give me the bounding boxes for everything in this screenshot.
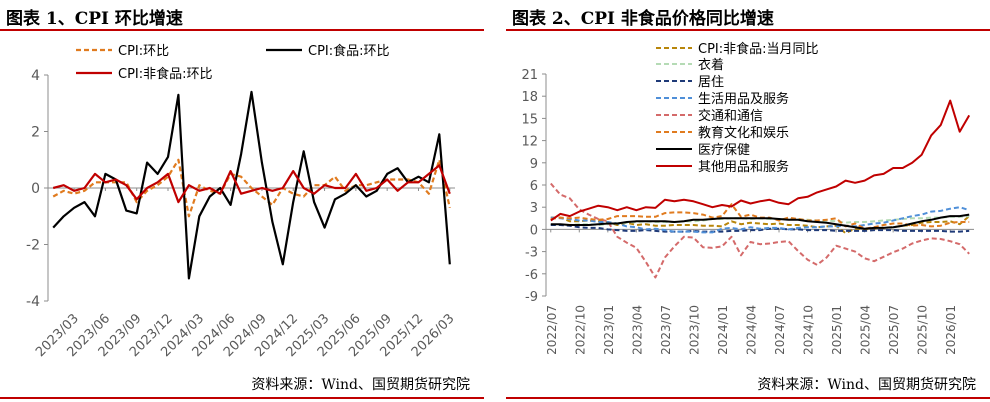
title-rule (506, 29, 990, 31)
legend-label: 生活用品及服务 (698, 91, 789, 107)
x-tick-label: 2025/04 (859, 305, 873, 355)
chart-title: 图表 2、CPI 非食品价格同比增速 (512, 9, 774, 29)
legend-label: CPI:非食品:环比 (118, 66, 213, 82)
legend-label: 医疗保健 (698, 143, 750, 158)
legend-label: CPI:食品:环比 (308, 43, 390, 59)
y-tick-label: -6 (525, 268, 538, 283)
x-tick-label: 2026/01 (944, 305, 958, 355)
x-tick-label: 2024/04 (744, 305, 758, 355)
y-tick-label: 6 (530, 179, 538, 194)
chart-cpi-mom: -4-20242023/032023/062023/092023/122024/… (26, 43, 458, 360)
y-tick-label: 0 (530, 223, 538, 238)
chart-title: 图表 1、CPI 环比增速 (6, 9, 183, 29)
x-tick-label: 2024/07 (773, 305, 787, 355)
legend-label: 居住 (698, 75, 724, 90)
y-tick-label: -9 (525, 290, 538, 305)
chart-nonfood-yoy: -9 -6 -3 0 3 6 9 12 15 18 21 2022/07 2022/10 2023/01 2… (521, 41, 974, 355)
y-tick-label: 9 (530, 157, 538, 172)
chart-panel-nonfood-yoy: 图表 2、CPI 非食品价格同比增速 -9 -6 -3 0 3 6 9 12 15 18 21 202… (506, 0, 990, 402)
legend-label: CPI:非食品:当月同比 (698, 41, 819, 57)
y-tick-label: 3 (530, 201, 538, 216)
legend-label: 教育文化和娱乐 (698, 125, 789, 141)
bottom-rule (506, 397, 990, 399)
legend-label: CPI:环比 (118, 44, 169, 59)
chart-panel-cpi-mom: 图表 1、CPI 环比增速 -4 -2 0 2 4 2023/03 2023/06 2023/… (0, 0, 484, 402)
x-tick-label: 2024/01 (716, 305, 730, 355)
series-line (550, 206, 970, 234)
source-note: 资料来源：Wind、国贸期货研究院 (251, 377, 470, 393)
bottom-rule (0, 397, 484, 399)
series-line (550, 182, 970, 279)
series-line (52, 164, 451, 204)
series-line (52, 90, 451, 280)
x-tick-label: 2023/10 (687, 305, 701, 355)
y-tick-label: 0 (31, 181, 40, 197)
title-rule (0, 29, 484, 31)
y-tick-label: 18 (521, 90, 538, 105)
legend-label: 交通和通信 (698, 108, 763, 124)
series-line (550, 224, 970, 233)
x-tick-label: 2025/10 (916, 305, 930, 355)
x-tick-label: 2023/04 (630, 305, 644, 355)
y-tick-label: 21 (521, 68, 538, 83)
x-tick-label: 2024/10 (802, 305, 816, 355)
y-tick-label: -3 (525, 246, 538, 261)
legend-label: 衣着 (698, 57, 724, 73)
x-tick-label: 2025/07 (887, 305, 901, 355)
y-tick-label: 4 (31, 68, 40, 84)
series-line (550, 213, 970, 230)
x-tick-label: 2022/07 (545, 305, 559, 355)
x-tick-label: 2023/01 (602, 305, 616, 355)
x-tick-label: 2022/10 (573, 305, 587, 355)
y-tick-label: 12 (521, 135, 538, 150)
y-tick-label: 2 (31, 125, 40, 141)
x-tick-label: 2025/01 (830, 305, 844, 355)
y-tick-label: 15 (521, 112, 538, 127)
series-line (550, 99, 971, 222)
source-note: 资料来源：Wind、国贸期货研究院 (757, 377, 976, 393)
legend-label: 其他用品和服务 (698, 159, 789, 175)
y-tick-label: -2 (26, 238, 40, 254)
y-tick-label: -4 (26, 294, 40, 310)
x-tick-label: 2023/07 (659, 305, 673, 355)
